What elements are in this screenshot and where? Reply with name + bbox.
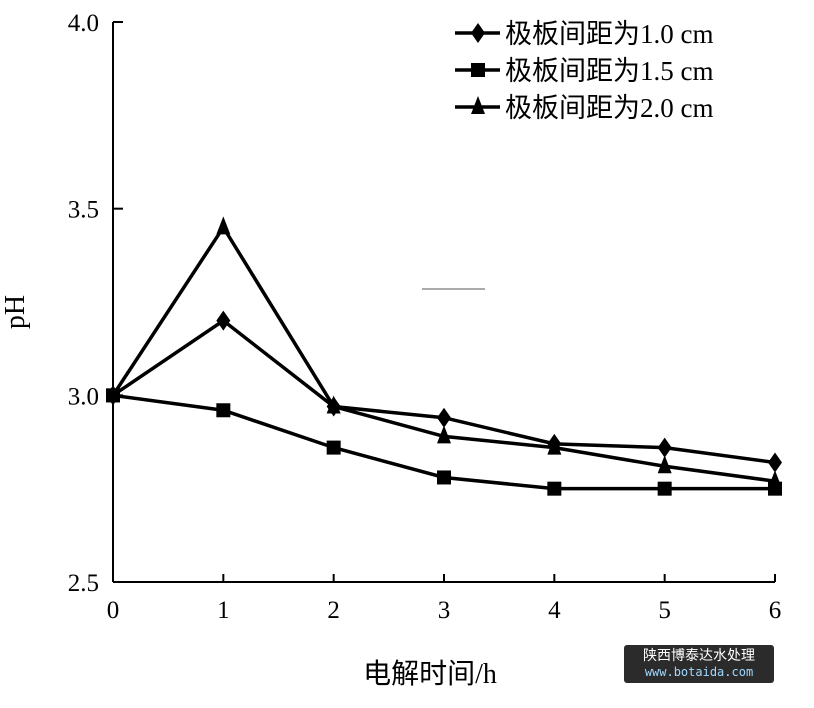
legend-item: 极板间距为1.5 cm: [455, 56, 714, 86]
series-triangle: [106, 216, 782, 489]
x-tick-label: 6: [769, 597, 782, 624]
y-tick-label: 3.5: [68, 197, 99, 224]
watermark: 陕西博泰达水处理 www.botaida.com: [624, 645, 774, 683]
data-point: [216, 216, 231, 235]
data-point: [768, 452, 782, 473]
y-tick-label: 3.0: [68, 383, 99, 410]
data-point: [326, 440, 341, 455]
legend: 极板间距为1.0 cm 极板间距为1.5 cm 极板间距为2.0 cm: [455, 19, 714, 123]
legend-marker: [471, 63, 485, 77]
data-point: [216, 310, 231, 331]
data-point: [326, 395, 341, 414]
watermark-url: www.botaida.com: [644, 665, 754, 679]
x-tick-label: 0: [107, 597, 120, 624]
x-tick-label: 1: [217, 597, 230, 624]
data-point: [437, 407, 451, 428]
series-group: [106, 216, 782, 496]
legend-marker: [471, 96, 485, 114]
x-tick-label: 3: [438, 597, 451, 624]
data-point: [657, 481, 672, 496]
data-point: [547, 436, 562, 455]
y-axis-label: pH: [0, 295, 31, 329]
legend-label: 极板间距为2.0 cm: [505, 93, 714, 123]
data-point: [437, 470, 451, 485]
y-tick-label: 4.0: [68, 10, 99, 37]
data-point: [657, 455, 672, 474]
axes: 0 1 2 3 4 5 6 2.5 3.0 3.5 4.0: [68, 10, 782, 624]
y-tick-label: 2.5: [68, 570, 99, 597]
x-tick-label: 4: [548, 597, 561, 624]
legend-label: 极板间距为1.5 cm: [505, 56, 714, 86]
data-point: [216, 403, 231, 418]
legend-label: 极板间距为1.0 cm: [505, 19, 714, 49]
legend-item: 极板间距为1.0 cm: [455, 19, 714, 49]
legend-item: 极板间距为2.0 cm: [455, 93, 714, 123]
data-point: [437, 425, 451, 444]
data-point: [547, 481, 562, 496]
x-tick-label: 2: [327, 597, 340, 624]
legend-marker: [471, 23, 485, 43]
data-point: [106, 384, 120, 403]
series-diamond: [106, 310, 782, 473]
x-axis-label: 电解时间/h: [363, 658, 497, 690]
data-point: [768, 470, 782, 489]
x-tick-label: 5: [658, 597, 671, 624]
data-point: [657, 437, 672, 458]
watermark-name: 陕西博泰达水处理: [643, 648, 755, 664]
